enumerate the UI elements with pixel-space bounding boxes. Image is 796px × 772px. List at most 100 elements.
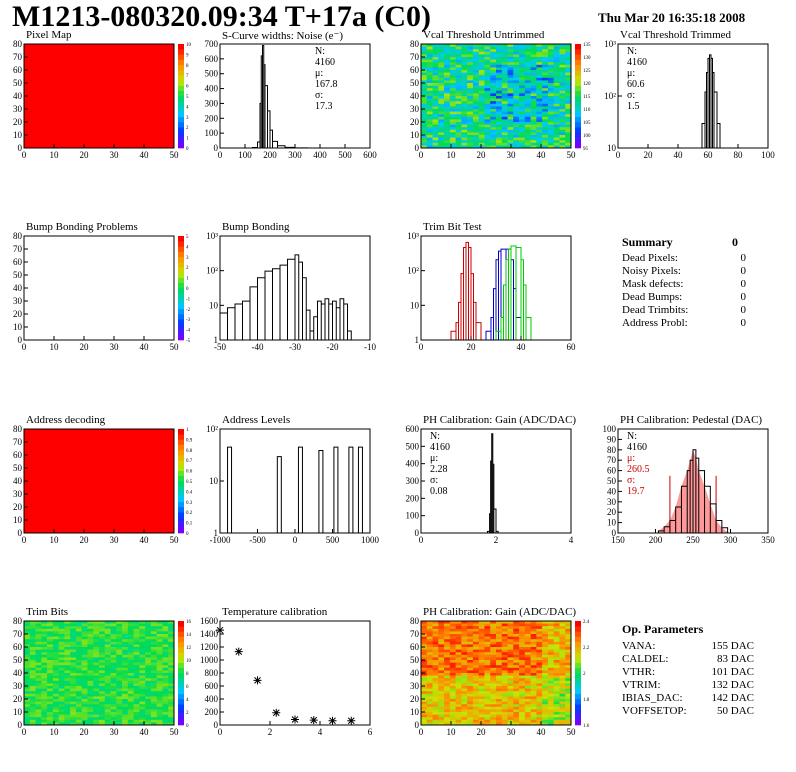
heatmap-cell (484, 628, 491, 632)
heatmap-cell (150, 696, 157, 700)
heatmap-cell (496, 680, 503, 684)
heatmap-cell (565, 90, 572, 94)
heatmap-cell (35, 631, 42, 635)
heatmap-cell (87, 699, 94, 702)
heatmap-cell (507, 691, 514, 695)
heatmap-cell (127, 626, 134, 630)
heatmap-cell (542, 132, 549, 136)
heatmap-cell (81, 712, 88, 715)
heatmap-cell (438, 54, 445, 58)
x-tick-label: -500 (249, 535, 266, 545)
heatmap-cell (162, 628, 169, 632)
heatmap-cell (444, 670, 451, 674)
heatmap-cell (70, 665, 77, 669)
heatmap-cell (536, 111, 543, 115)
param-label: Dead Bumps: (622, 291, 683, 303)
heatmap-cell (472, 119, 479, 123)
heatmap-cell (449, 709, 456, 713)
page-title: M1213-080320.09:34 T+17a (C0) (12, 0, 432, 33)
heatmap-cell (496, 72, 503, 76)
heatmap-cell (150, 683, 157, 687)
heatmap-cell (484, 59, 491, 63)
heatmap-cell (565, 639, 572, 643)
heatmap-cell (41, 634, 48, 637)
panel-title: PH Calibration: Pedestal (DAC) (620, 414, 763, 426)
heatmap-cell (145, 691, 152, 695)
heatmap-cell (58, 688, 65, 692)
heatmap-cell (547, 114, 554, 118)
heatmap-cell (444, 80, 451, 84)
heatmap-cell (432, 46, 439, 50)
heatmap-cell (93, 722, 100, 726)
heatmap-cell (507, 706, 514, 710)
heatmap-cell (104, 662, 111, 666)
heatmap-cell (501, 675, 508, 679)
heatmap-cell (565, 662, 572, 666)
heatmap-cell (81, 631, 88, 635)
heatmap-cell (490, 122, 497, 125)
heatmap-cell (35, 691, 42, 695)
heatmap-cell (490, 660, 497, 663)
heatmap-cell (93, 701, 100, 705)
y-tick-label: 1400 (200, 629, 219, 639)
heatmap-cell (47, 680, 54, 684)
heatmap-cell (559, 704, 566, 708)
heatmap-cell (162, 665, 169, 669)
colorbar-segment (178, 444, 184, 451)
heatmap-cell (524, 714, 531, 718)
heatmap-cell (139, 631, 146, 635)
heatmap-cell (449, 693, 456, 697)
heatmap-cell (421, 98, 428, 102)
heatmap-cell (64, 717, 71, 721)
heatmap-cell (484, 634, 491, 637)
heatmap-cell (444, 70, 451, 73)
heatmap-cell (432, 93, 439, 97)
heatmap-cell (559, 88, 566, 92)
x-tick-label: 350 (761, 535, 775, 545)
heatmap-cell (35, 706, 42, 710)
heatmap-cell (559, 699, 566, 702)
heatmap-cell (530, 109, 537, 112)
heatmap-cell (559, 693, 566, 697)
timestamp: Thu Mar 20 16:35:18 2008 (598, 10, 746, 25)
stat-mu: μ: 2.28 (430, 453, 448, 475)
heatmap-cell (461, 688, 468, 692)
heatmap-cell (64, 649, 71, 653)
heatmap-cell (438, 701, 445, 705)
heatmap-cell (478, 101, 485, 105)
heatmap-cell (559, 626, 566, 630)
heatmap-cell (536, 127, 543, 131)
heatmap-cell (127, 673, 134, 676)
heatmap-cell (127, 636, 134, 640)
heatmap-cell (426, 701, 433, 705)
heatmap-cell (438, 101, 445, 105)
heatmap-cell (547, 647, 554, 650)
heatmap-cell (547, 44, 554, 47)
heatmap-cell (432, 67, 439, 71)
heatmap-cell (421, 49, 428, 53)
heatmap-cell (449, 722, 456, 726)
heatmap-cell (536, 62, 543, 66)
heatmap-cell (565, 683, 572, 687)
heatmap-cell (565, 719, 572, 723)
y-tick-label: 90 (607, 434, 617, 444)
heatmap-cell (449, 142, 456, 146)
heatmap-cell (507, 124, 514, 128)
heatmap-cell (70, 699, 77, 702)
heatmap-cell (461, 712, 468, 715)
heatmap-cell (553, 683, 560, 687)
heatmap-cell (421, 712, 428, 715)
x-tick-label: 20 (477, 727, 487, 737)
heatmap-cell (547, 691, 554, 695)
heatmap-cell (104, 683, 111, 687)
heatmap-cell (87, 662, 94, 666)
heatmap-cell (490, 706, 497, 710)
heatmap-cell (87, 683, 94, 687)
param-value: 50 DAC (717, 705, 754, 717)
heatmap-cell (536, 693, 543, 697)
heatmap-cell (58, 647, 65, 650)
heatmap-cell (421, 641, 428, 645)
heatmap-cell (52, 706, 59, 710)
heatmap-cell (52, 662, 59, 666)
x-tick-label: 50 (567, 727, 577, 737)
